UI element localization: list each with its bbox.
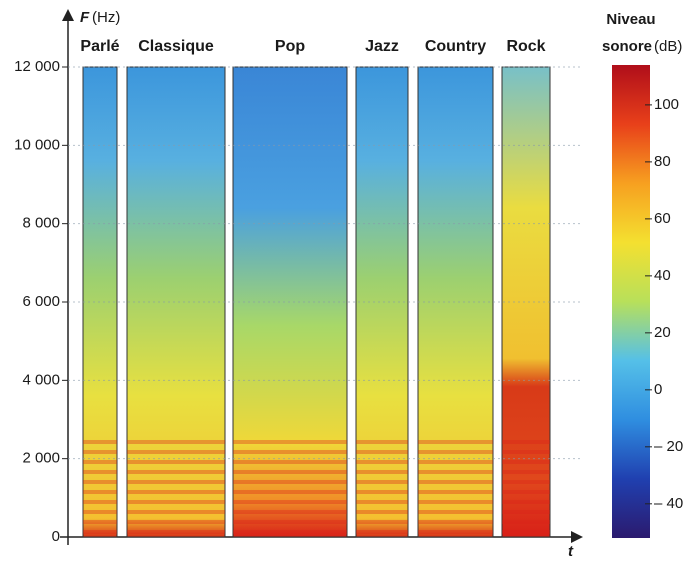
y-tick-label: 0 <box>52 528 60 545</box>
spectrogram-texture <box>418 439 493 537</box>
colorbar <box>612 65 650 538</box>
colorbar-tick-label: – 40 <box>654 495 683 512</box>
colorbar-title: Niveau <box>606 11 655 28</box>
y-tick-label: 6 000 <box>22 293 60 310</box>
panel-label: Classique <box>138 38 214 55</box>
panel-label: Rock <box>506 38 545 55</box>
colorbar-tick-label: 100 <box>654 96 679 113</box>
panel-label: Parlé <box>80 38 119 55</box>
x-axis-label: t <box>568 543 574 560</box>
spectrogram-texture <box>127 439 225 537</box>
panel-label: Country <box>425 38 486 55</box>
colorbar-tick-label: – 20 <box>654 438 683 455</box>
colorbar-tick-label: 0 <box>654 381 662 398</box>
y-tick-label: 8 000 <box>22 215 60 232</box>
spectrogram-texture <box>502 439 550 537</box>
panel-label: Jazz <box>365 38 399 55</box>
colorbar-title: sonore <box>602 38 652 55</box>
colorbar-tick-label: 80 <box>654 153 671 170</box>
colorbar-tick-label: 40 <box>654 267 671 284</box>
colorbar-tick-label: 60 <box>654 210 671 227</box>
y-axis-unit: (Hz) <box>92 9 120 26</box>
y-tick-label: 12 000 <box>14 58 60 75</box>
y-axis-label: F <box>80 9 90 26</box>
spectrogram-texture <box>356 439 408 537</box>
colorbar-tick-label: 20 <box>654 324 671 341</box>
spectrogram-texture <box>233 439 347 537</box>
spectrogram-texture <box>83 439 117 537</box>
y-tick-label: 4 000 <box>22 371 60 388</box>
colorbar-unit: (dB) <box>654 38 682 55</box>
panel-label: Pop <box>275 38 305 55</box>
chart: F (Hz) t Niveau sonore (dB) 0 2 000 4 000 6… <box>0 0 694 560</box>
y-tick-label: 10 000 <box>14 136 60 153</box>
y-tick-label: 2 000 <box>22 450 60 467</box>
